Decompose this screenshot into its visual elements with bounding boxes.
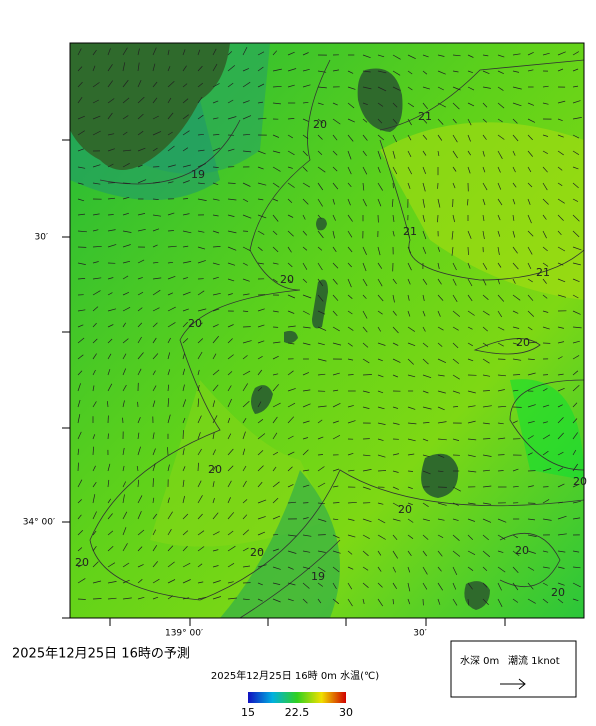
arrow xyxy=(93,599,102,600)
lat-label: 30′ xyxy=(35,233,49,243)
arrow xyxy=(198,463,199,471)
arrow xyxy=(483,439,490,440)
arrow xyxy=(513,375,520,376)
arrow xyxy=(78,463,79,471)
contour-label: 20 xyxy=(516,336,530,349)
contour-label: 20 xyxy=(280,273,294,286)
contour-label: 19 xyxy=(191,168,205,181)
arrow xyxy=(183,430,184,439)
title: 2025年12月25日 16時の予測 xyxy=(12,647,190,662)
colorbar-ticks: 15 22.5 30 xyxy=(241,706,353,719)
arrow xyxy=(78,599,86,600)
contour-label: 21 xyxy=(418,110,432,123)
subtitle: 2025年12月25日 16時 0m 水温(℃) xyxy=(211,669,379,682)
arrow xyxy=(318,455,323,456)
arrow xyxy=(168,231,174,232)
arrow xyxy=(168,447,169,455)
arrow xyxy=(333,503,339,504)
arrow xyxy=(483,391,490,392)
contour-label: 20 xyxy=(515,544,529,557)
arrow xyxy=(183,199,188,200)
colorbar xyxy=(248,692,346,703)
arrow xyxy=(108,434,109,440)
contour-label: 20 xyxy=(75,556,89,569)
contour-label: 20 xyxy=(313,118,327,131)
lon-label: 139° 00′ xyxy=(165,629,203,639)
contour-label: 20 xyxy=(250,546,264,559)
arrow xyxy=(468,247,469,255)
colorbar-tick-label: 15 xyxy=(241,706,255,719)
lat-label: 34° 00′ xyxy=(23,518,55,528)
contour-label: 19 xyxy=(311,570,325,583)
arrow xyxy=(378,471,386,472)
arrow xyxy=(228,183,236,184)
arrow xyxy=(123,418,124,423)
lon-label: 30′ xyxy=(413,629,427,639)
contour-label: 21 xyxy=(403,225,417,238)
legend-box xyxy=(451,641,576,697)
contour-label: 20 xyxy=(551,586,565,599)
arrow xyxy=(408,471,413,472)
arrow xyxy=(108,215,114,216)
arrow xyxy=(438,215,439,222)
legend-current: 潮流 1knot xyxy=(508,654,560,667)
contour-label: 20 xyxy=(573,475,587,488)
arrow xyxy=(153,478,154,487)
contour-label: 20 xyxy=(208,463,222,476)
arrow xyxy=(348,375,354,376)
colorbar-tick-label: 22.5 xyxy=(285,706,310,719)
contour-label: 20 xyxy=(188,317,202,330)
legend-depth: 水深 0m xyxy=(460,655,499,667)
arrow xyxy=(363,375,372,376)
arrow xyxy=(498,471,504,472)
colorbar-tick-label: 30 xyxy=(339,706,353,719)
map-area xyxy=(70,43,584,618)
contour-label: 20 xyxy=(398,503,412,516)
contour-label: 21 xyxy=(536,266,550,279)
